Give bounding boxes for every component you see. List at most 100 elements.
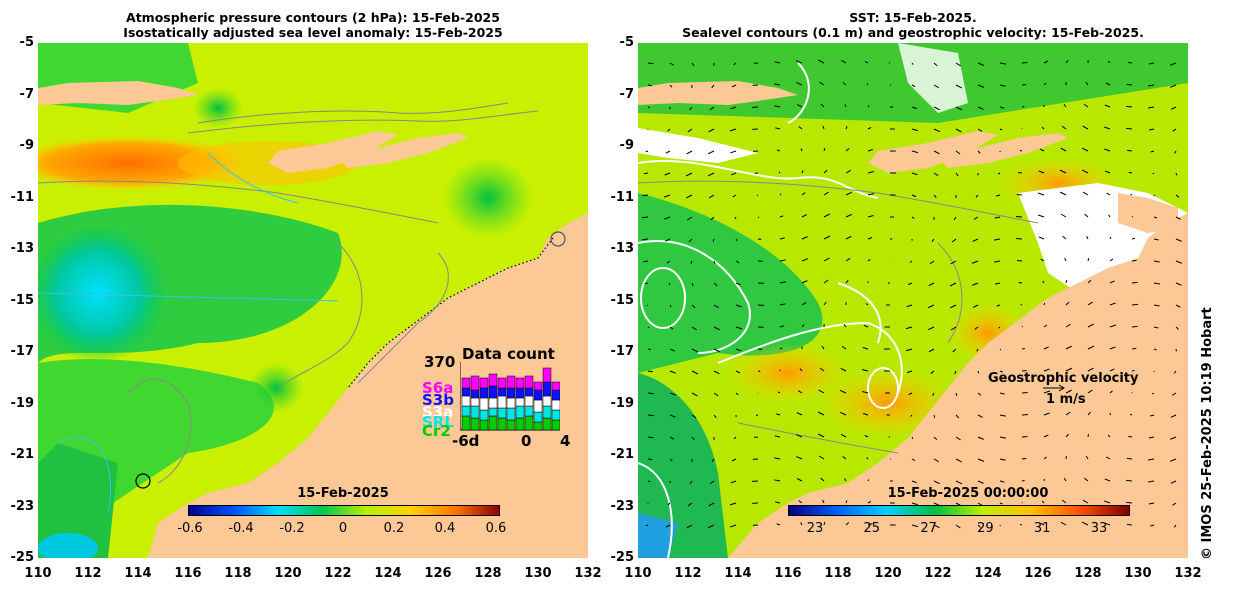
data-count-bar-segment: [488, 385, 498, 399]
velocity-arrow: [818, 389, 825, 394]
velocity-arrow: [709, 106, 715, 111]
data-count-bar-segment: [479, 377, 489, 389]
velocity-arrow: [801, 324, 805, 328]
velocity-arrow: [933, 62, 938, 67]
data-count-bar-segment: [461, 405, 471, 417]
data-count-bar-segment: [497, 417, 507, 431]
velocity-arrow: [844, 478, 847, 482]
velocity-arrow: [796, 478, 803, 482]
velocity-arrow: [1170, 480, 1177, 484]
velocity-arrow: [1175, 282, 1182, 286]
velocity-arrow: [929, 260, 935, 265]
velocity-arrow: [1065, 411, 1071, 416]
velocity-arrow: [647, 436, 654, 439]
x-tick-label: 126: [1024, 566, 1052, 581]
velocity-arrow: [779, 215, 784, 218]
data-count-bar-segment: [542, 381, 552, 397]
velocity-arrow: [641, 216, 649, 219]
data-count-bar-segment: [479, 419, 489, 431]
velocity-arrow: [818, 59, 825, 64]
colorbar-tick-label: 29: [977, 521, 994, 536]
velocity-arrow: [1019, 149, 1023, 152]
velocity-arrow: [1127, 149, 1133, 152]
velocity-arrow: [730, 480, 737, 484]
x-tick-label: 122: [924, 566, 952, 581]
data-count-bar-segment: [542, 405, 552, 419]
colorbar-tick-label: 25: [863, 521, 881, 536]
velocity-arrow: [998, 326, 1001, 329]
data-count-bar-segment: [461, 387, 471, 397]
data-count-bar-segment: [551, 399, 560, 411]
data-count-bar-segment: [542, 417, 552, 431]
velocity-arrow: [1061, 125, 1067, 130]
velocity-arrow: [842, 81, 847, 86]
velocity-arrow: [735, 304, 742, 308]
velocity-arrow: [1153, 194, 1156, 197]
x-tick-label: 110: [624, 566, 652, 581]
velocity-arrow: [643, 172, 649, 175]
velocity-arrow: [1109, 280, 1115, 284]
velocity-arrow: [977, 458, 985, 462]
x-tick-label: 128: [1074, 566, 1102, 581]
velocity-arrow: [845, 521, 850, 526]
velocity-arrow: [709, 480, 715, 485]
y-tick-label: -17: [610, 344, 635, 359]
velocity-arrow: [866, 83, 869, 86]
velocity-arrow: [977, 524, 981, 528]
velocity-arrow: [1087, 279, 1092, 284]
velocity-arrow: [801, 302, 807, 306]
y-tick-label: -25: [610, 550, 635, 565]
velocity-arrow: [930, 370, 935, 375]
right-title-line1: SST: 15-Feb-2025.: [849, 10, 977, 25]
velocity-arrow: [862, 390, 869, 394]
data-count-x-zero: 0: [521, 432, 532, 450]
velocity-arrow: [1043, 346, 1049, 350]
left-title-line2: Isostatically adjusted sea level anomaly…: [123, 25, 503, 40]
velocity-arrow: [1016, 215, 1023, 218]
velocity-arrow: [996, 304, 1001, 307]
velocity-arrow: [1103, 522, 1111, 526]
velocity-arrow: [1103, 126, 1111, 130]
x-tick-label: 114: [124, 566, 152, 581]
velocity-arrow: [1148, 106, 1155, 109]
velocity-arrow: [691, 436, 695, 441]
data-count-bar-segment: [461, 415, 471, 431]
velocity-arrow: [1059, 191, 1067, 196]
velocity-arrow: [974, 326, 979, 330]
x-tick-label: 118: [824, 566, 852, 581]
velocity-arrow: [911, 436, 914, 439]
velocity-arrow: [1175, 304, 1181, 308]
velocity-arrow: [645, 524, 649, 527]
data-count-bar-segment: [533, 389, 543, 401]
velocity-arrow: [911, 106, 917, 110]
velocity-arrow: [1104, 170, 1111, 174]
velocity-arrow: [1021, 391, 1028, 394]
velocity-arrow: [1043, 412, 1050, 416]
velocity-arrow: [690, 260, 693, 265]
data-count-bar-segment: [533, 381, 543, 391]
velocity-arrow: [1043, 324, 1048, 328]
data-count-bar-segment: [488, 373, 498, 387]
y-tick-label: -11: [610, 189, 635, 205]
velocity-arrow: [1082, 191, 1089, 196]
velocity-arrow: [953, 216, 957, 221]
y-tick-label: -17: [10, 344, 35, 359]
y-tick-label: -9: [619, 138, 634, 153]
data-count-bar-segment: [515, 397, 525, 407]
velocity-arrow: [1153, 348, 1157, 351]
velocity-arrow: [1103, 500, 1111, 504]
velocity-arrow: [999, 480, 1005, 483]
velocity-arrow: [664, 216, 671, 220]
velocity-arrow: [867, 237, 873, 240]
velocity-arrow: [1130, 413, 1133, 416]
velocity-arrow: [977, 128, 983, 132]
velocity-arrow: [823, 213, 830, 218]
velocity-arrow: [1021, 326, 1024, 328]
data-count-bar-segment: [506, 397, 516, 409]
left-map-panel: [8, 43, 588, 563]
velocity-arrow: [691, 282, 694, 287]
velocity-arrow: [1128, 171, 1133, 174]
velocity-arrow: [1041, 500, 1045, 504]
velocity-arrow: [1107, 434, 1111, 438]
velocity-arrow: [951, 238, 957, 243]
